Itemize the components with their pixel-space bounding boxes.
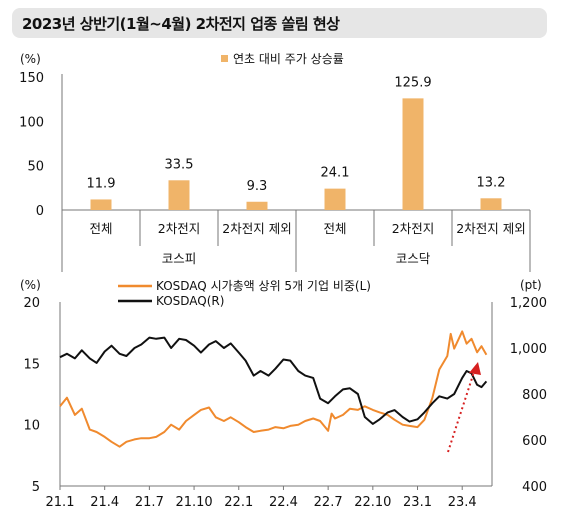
bar-1 (168, 180, 190, 210)
line-x-tick-0: 21.1 (46, 495, 75, 510)
line-x-tick-6: 22.7 (314, 495, 343, 510)
bar-category-label-3: 전체 (323, 221, 346, 236)
line-x-tick-4: 22.1 (224, 495, 253, 510)
bar-y-tick-1: 50 (27, 160, 44, 175)
bar-y-tick-3: 150 (19, 71, 44, 86)
line-y-left-tick-1: 10 (23, 419, 40, 434)
bar-category-label-4: 2차전지 (392, 221, 434, 236)
line-legend-label-1: KOSDAQ(R) (156, 294, 224, 308)
trend-arrow-head (469, 362, 481, 375)
line-x-tick-1: 21.4 (90, 495, 119, 510)
bar-category-label-1: 2차전지 (158, 221, 200, 236)
bar-legend-label: 연초 대비 주가 상승률 (233, 52, 344, 66)
bar-data-label-5: 13.2 (477, 175, 506, 190)
line-y-right-tick-3: 1,000 (510, 342, 547, 357)
bar-5 (480, 198, 502, 210)
bar-legend-swatch (221, 55, 228, 62)
line-x-tick-7: 22.10 (354, 495, 391, 510)
line-series-1 (59, 336, 488, 425)
bar-y-tick-2: 100 (19, 115, 44, 130)
line-y-right-tick-2: 800 (522, 388, 547, 403)
bar-4 (402, 98, 424, 210)
line-y-left-tick-2: 15 (23, 357, 40, 372)
bar-3 (324, 188, 346, 210)
bar-group-label-1: 코스닥 (396, 251, 431, 266)
line-x-tick-3: 21.10 (175, 495, 212, 510)
bar-category-label-0: 전체 (89, 221, 112, 236)
title-bar: 2023년 상반기(1월~4월) 2차전지 업종 쏠림 현상 (12, 8, 547, 38)
bar-y-unit: (%) (20, 52, 41, 66)
line-x-tick-9: 23.4 (448, 495, 477, 510)
bar-data-label-2: 9.3 (247, 179, 268, 194)
line-y-left-tick-3: 20 (23, 296, 40, 311)
chart-title: 2023년 상반기(1월~4월) 2차전지 업종 쏠림 현상 (22, 15, 340, 33)
line-series-0 (59, 330, 488, 448)
line-y-right-tick-0: 400 (522, 480, 547, 495)
line-y-right-unit: (pt) (520, 278, 542, 292)
line-y-right-tick-4: 1,200 (510, 296, 547, 311)
line-legend-label-0: KOSDAQ 시가총액 상위 5개 기업 비중(L) (156, 279, 371, 293)
line-x-tick-5: 22.4 (269, 495, 298, 510)
line-x-tick-2: 21.7 (135, 495, 164, 510)
line-x-tick-8: 23.1 (403, 495, 432, 510)
line-y-right-tick-1: 600 (522, 434, 547, 449)
bar-category-label-2: 2차전지 제외 (222, 221, 291, 236)
bar-2 (246, 201, 268, 210)
trend-arrow-line (447, 371, 475, 453)
bar-data-label-4: 125.9 (394, 75, 431, 90)
line-y-left-tick-0: 5 (32, 480, 40, 495)
line-y-left-unit: (%) (20, 278, 41, 292)
bar-data-label-3: 24.1 (321, 166, 350, 181)
bar-data-label-1: 33.5 (165, 157, 194, 172)
bar-0 (90, 199, 112, 210)
bar-y-tick-0: 0 (36, 204, 44, 219)
bar-group-label-0: 코스피 (162, 251, 197, 266)
bar-data-label-0: 11.9 (87, 176, 116, 191)
bar-category-label-5: 2차전지 제외 (456, 221, 525, 236)
